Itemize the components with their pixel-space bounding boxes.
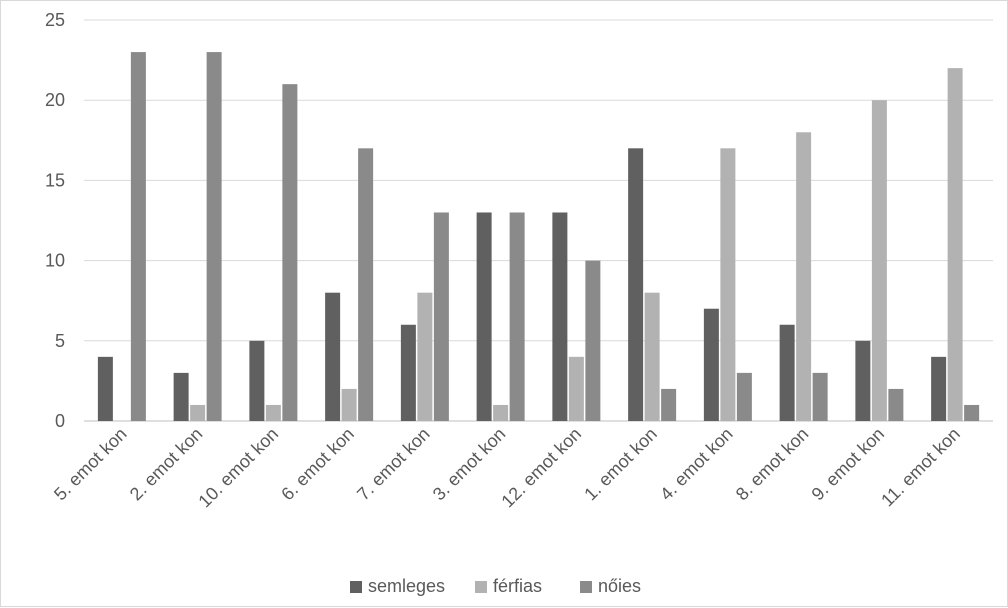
bar-nőies-2	[206, 52, 222, 422]
bar-semleges-8	[628, 148, 644, 421]
y-tick-label: 15	[45, 170, 65, 190]
x-tick-label: 6. emot kon	[277, 424, 358, 505]
bar-semleges-1	[97, 356, 113, 421]
legend-label-semleges: semleges	[368, 576, 445, 596]
bar-semleges-6	[476, 212, 492, 421]
bar-nőies-10	[812, 372, 828, 421]
bar-nőies-6	[509, 212, 525, 421]
legend-label-nőies: nőies	[598, 576, 641, 596]
x-tick-label: 8. emot kon	[732, 424, 813, 505]
gridlines	[84, 19, 993, 422]
bar-nőies-9	[736, 372, 752, 421]
bar-férfias-12	[947, 68, 963, 422]
bar-nőies-3	[282, 84, 298, 421]
bars	[97, 52, 980, 422]
bar-nőies-8	[661, 388, 677, 421]
bar-férfias-2	[190, 404, 206, 421]
bar-nőies-5	[433, 212, 449, 421]
bar-semleges-11	[855, 340, 871, 421]
x-tick-label: 4. emot kon	[656, 424, 737, 505]
bar-semleges-2	[173, 372, 189, 421]
y-axis-ticks: 0 5 10 15 20 25	[45, 10, 65, 431]
bar-férfias-11	[871, 100, 887, 421]
bar-nőies-11	[888, 388, 904, 421]
bar-semleges-5	[400, 324, 416, 421]
bar-nőies-12	[964, 404, 980, 421]
legend-label-férfias: férfias	[493, 576, 542, 596]
y-tick-label: 20	[45, 90, 65, 110]
bar-semleges-4	[325, 292, 341, 421]
bar-semleges-12	[931, 356, 947, 421]
legend: semleges férfias nőies	[350, 576, 641, 596]
x-tick-label: 12. emot kon	[497, 424, 585, 512]
legend-swatch-férfias	[475, 581, 487, 593]
x-tick-label: 7. emot kon	[353, 424, 434, 505]
bar-semleges-3	[249, 340, 265, 421]
y-tick-label: 25	[45, 10, 65, 30]
x-tick-label: 11. emot kon	[877, 424, 964, 511]
legend-swatch-semleges	[350, 581, 362, 593]
bar-férfias-5	[417, 292, 433, 421]
x-tick-label: 1. emot kon	[580, 424, 661, 505]
bar-férfias-6	[493, 404, 509, 421]
y-tick-label: 0	[55, 411, 65, 431]
bar-férfias-10	[796, 132, 812, 421]
bar-férfias-3	[265, 404, 281, 421]
bar-semleges-10	[779, 324, 795, 421]
bar-férfias-7	[568, 356, 584, 421]
x-tick-label: 2. emot kon	[126, 424, 207, 505]
x-tick-label: 3. emot kon	[429, 424, 510, 505]
bar-semleges-9	[703, 308, 719, 421]
legend-swatch-nőies	[580, 581, 592, 593]
x-tick-label: 9. emot kon	[808, 424, 889, 505]
y-tick-label: 5	[55, 331, 65, 351]
bar-semleges-7	[552, 212, 568, 421]
bar-nőies-4	[358, 148, 374, 421]
x-tick-label: 5. emot kon	[50, 424, 131, 505]
bar-férfias-4	[341, 388, 357, 421]
bar-férfias-8	[644, 292, 660, 421]
bar-nőies-7	[585, 260, 601, 421]
y-tick-label: 10	[45, 251, 65, 271]
x-tick-label: 10. emot kon	[194, 424, 282, 512]
bar-nőies-1	[130, 52, 146, 422]
bar-férfias-9	[720, 148, 736, 421]
